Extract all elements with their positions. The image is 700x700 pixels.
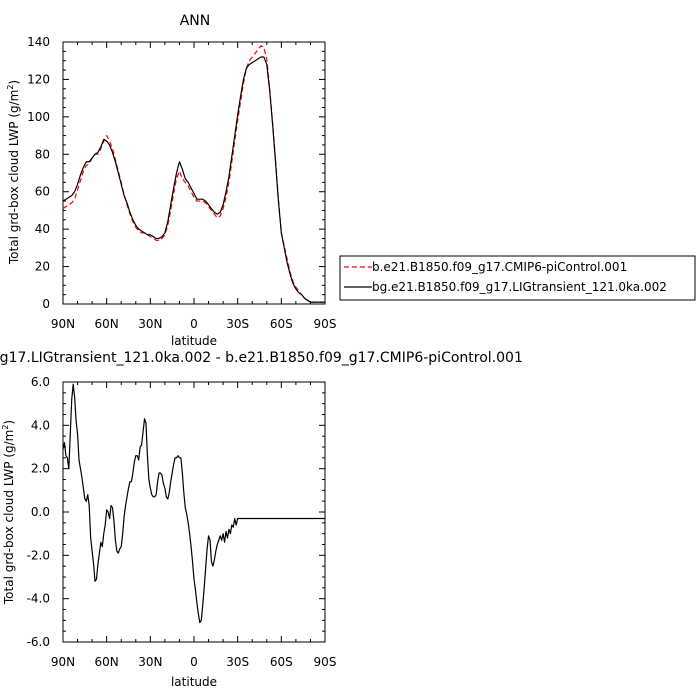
bottom-x-tick-label: 60N <box>95 655 119 669</box>
bottom-y-tick-label: -4.0 <box>27 592 50 606</box>
top-x-tick-label: 0 <box>190 317 198 331</box>
top-y-tick-label: 120 <box>27 72 50 86</box>
top-y-tick-label: 40 <box>35 222 50 236</box>
bottom-x-tick-label: 30N <box>138 655 162 669</box>
top-y-tick-label: 60 <box>35 185 50 199</box>
bottom-x-axis: 90N 60N 30N 0 30S 60S 90S <box>51 382 337 669</box>
bottom-y-axis: -6.0 -4.0 -2.0 0.0 2.0 4.0 6.0 <box>27 375 325 649</box>
top-series-lines <box>62 45 325 303</box>
bottom-x-tick-label: 0 <box>190 655 198 669</box>
bottom-x-tick-label: 90S <box>314 655 337 669</box>
top-y-tick-label: 80 <box>35 147 50 161</box>
bottom-y-tick-label: 4.0 <box>31 418 50 432</box>
bottom-y-tick-label: -2.0 <box>27 548 50 562</box>
legend-label-ligtransient: bg.e21.B1850.f09_g17.LIGtransient_121.0k… <box>372 280 667 294</box>
top-x-axis-label: latitude <box>171 334 217 348</box>
top-y-axis: 0 20 40 60 80 100 120 140 <box>27 35 325 311</box>
bottom-panel-difference: bg.e21.B1850.f09_g17.LIGtransient_121.0k… <box>0 350 523 689</box>
top-y-axis-label-close: ) <box>7 80 21 85</box>
top-y-tick-label: 20 <box>35 260 50 274</box>
top-y-tick-label: 100 <box>27 110 50 124</box>
top-y-tick-label: 140 <box>27 35 50 49</box>
top-y-axis-label-superscript: 2 <box>6 85 15 90</box>
bottom-y-tick-label: 0.0 <box>31 505 50 519</box>
bottom-x-tick-label: 90N <box>51 655 75 669</box>
top-panel-title: ANN <box>180 13 211 29</box>
top-series-line-0 <box>62 45 325 303</box>
top-x-tick-label: 90N <box>51 317 75 331</box>
top-x-tick-label: 60S <box>270 317 293 331</box>
legend-label-picontrol: b.e21.B1850.f09_g17.CMIP6-piControl.001 <box>372 260 627 274</box>
bottom-y-axis-label-superscript: 2 <box>1 425 10 430</box>
bottom-y-axis-label-text: Total grd-box cloud LWP (g/m <box>2 430 16 605</box>
bottom-y-tick-label: 6.0 <box>31 375 50 389</box>
legend-box <box>339 255 696 301</box>
top-series-line-1 <box>62 56 325 303</box>
bottom-panel-title: bg.e21.B1850.f09_g17.LIGtransient_121.0k… <box>0 350 523 366</box>
bottom-x-tick-label: 30S <box>226 655 249 669</box>
legend: b.e21.B1850.f09_g17.CMIP6-piControl.001 … <box>339 255 696 301</box>
top-y-axis-label-text: Total grd-box cloud LWP (g/m <box>7 90 21 265</box>
top-x-tick-label: 30N <box>138 317 162 331</box>
bottom-y-tick-label: 2.0 <box>31 462 50 476</box>
bottom-y-axis-label-close: ) <box>2 420 16 425</box>
top-x-tick-label: 90S <box>314 317 337 331</box>
top-y-axis-label: Total grd-box cloud LWP (g/m2) <box>6 80 21 265</box>
bottom-y-axis-label: Total grd-box cloud LWP (g/m2) <box>1 420 16 605</box>
bottom-x-axis-label: latitude <box>171 675 217 689</box>
top-x-tick-label: 60N <box>95 317 119 331</box>
bottom-plot-frame <box>62 381 326 643</box>
top-y-tick-label: 0 <box>42 297 50 311</box>
bottom-series-line-0 <box>62 383 325 624</box>
bottom-series-lines <box>62 383 325 624</box>
top-plot-frame <box>62 41 326 305</box>
top-x-axis: 90N 60N 30N 0 30S 60S 90S <box>51 42 337 331</box>
bottom-y-tick-label: -6.0 <box>27 635 50 649</box>
bottom-x-tick-label: 60S <box>270 655 293 669</box>
top-x-tick-label: 30S <box>226 317 249 331</box>
